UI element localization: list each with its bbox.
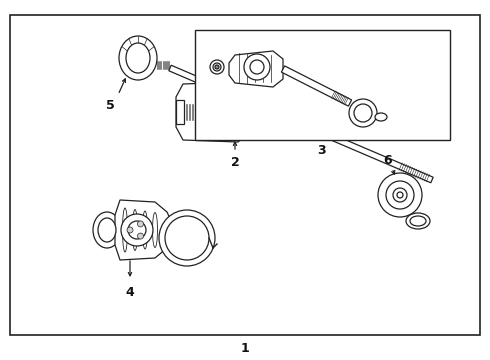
- Ellipse shape: [410, 216, 426, 226]
- Polygon shape: [176, 82, 253, 142]
- Circle shape: [213, 63, 221, 71]
- Ellipse shape: [126, 43, 150, 73]
- Circle shape: [121, 214, 153, 246]
- Ellipse shape: [243, 97, 249, 127]
- Bar: [195, 30, 450, 140]
- Circle shape: [159, 210, 215, 266]
- Ellipse shape: [98, 218, 116, 242]
- Circle shape: [393, 188, 407, 202]
- Ellipse shape: [119, 36, 157, 80]
- Circle shape: [349, 99, 377, 127]
- Polygon shape: [115, 200, 173, 260]
- Bar: [10, 15, 480, 335]
- Circle shape: [354, 104, 372, 122]
- Circle shape: [128, 221, 146, 239]
- Ellipse shape: [236, 94, 244, 130]
- Text: 2: 2: [231, 156, 240, 168]
- Text: 4: 4: [125, 285, 134, 298]
- Ellipse shape: [375, 113, 387, 121]
- Circle shape: [127, 227, 133, 233]
- Circle shape: [215, 65, 219, 69]
- Circle shape: [138, 221, 144, 227]
- Text: 6: 6: [384, 153, 392, 166]
- Polygon shape: [281, 66, 352, 106]
- Polygon shape: [209, 107, 227, 122]
- Circle shape: [397, 192, 403, 198]
- Text: 3: 3: [318, 144, 326, 157]
- Circle shape: [138, 233, 144, 239]
- Polygon shape: [229, 51, 283, 87]
- Ellipse shape: [406, 213, 430, 229]
- Circle shape: [204, 98, 232, 126]
- Text: 5: 5: [106, 99, 114, 112]
- Text: 1: 1: [241, 342, 249, 355]
- Polygon shape: [176, 100, 184, 124]
- Circle shape: [213, 107, 223, 117]
- Circle shape: [378, 173, 422, 217]
- Circle shape: [210, 60, 224, 74]
- Ellipse shape: [93, 212, 121, 248]
- Circle shape: [196, 90, 240, 134]
- Circle shape: [386, 181, 414, 209]
- Circle shape: [244, 54, 270, 80]
- Ellipse shape: [248, 100, 252, 124]
- Circle shape: [165, 216, 209, 260]
- Circle shape: [250, 60, 264, 74]
- Polygon shape: [169, 65, 433, 183]
